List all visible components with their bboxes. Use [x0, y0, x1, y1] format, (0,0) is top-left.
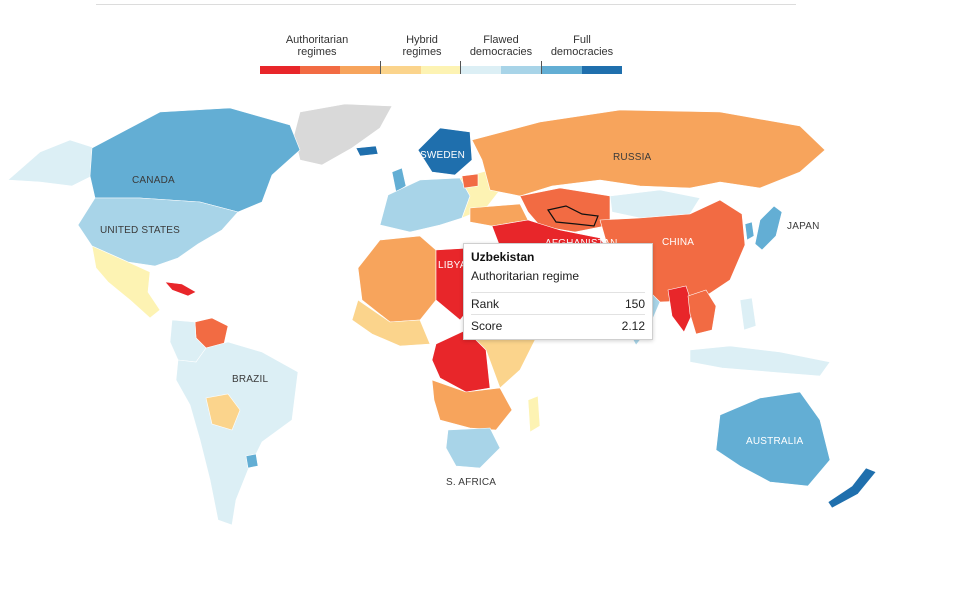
legend-divider — [380, 61, 381, 74]
label-australia: AUSTRALIA — [746, 436, 804, 447]
legend-swatch — [420, 66, 462, 74]
country-western-europe[interactable] — [379, 177, 471, 233]
label-libya: LIBYA — [438, 260, 467, 271]
legend-swatch — [300, 66, 341, 74]
country-southern-africa[interactable] — [431, 379, 513, 431]
country-japan[interactable] — [754, 205, 783, 251]
legend-color-scale — [260, 66, 622, 74]
country-mexico[interactable] — [91, 245, 161, 319]
country-indonesia[interactable] — [689, 345, 831, 377]
country-korea[interactable] — [744, 221, 755, 241]
country-iceland[interactable] — [355, 145, 379, 157]
country-tooltip: Uzbekistan Authoritarian regime Rank 150… — [463, 243, 653, 340]
country-mongolia[interactable] — [609, 189, 701, 219]
legend-swatch — [260, 66, 301, 74]
legend-divider — [460, 61, 461, 74]
country-belarus[interactable] — [461, 173, 479, 189]
country-greenland[interactable] — [293, 103, 393, 166]
country-south-africa[interactable] — [445, 427, 501, 469]
legend-swatch — [380, 66, 421, 74]
tooltip-rank-label: Rank — [471, 297, 500, 311]
country-cuba[interactable] — [164, 281, 197, 297]
label-canada: CANADA — [132, 175, 175, 186]
label-china: CHINA — [662, 237, 694, 248]
label-japan: JAPAN — [787, 221, 820, 232]
country-russia[interactable] — [471, 109, 826, 197]
country-uzbekistan[interactable] — [547, 205, 599, 227]
country-uk[interactable] — [391, 167, 407, 193]
country-new-zealand[interactable] — [827, 467, 877, 509]
legend-swatch — [340, 66, 381, 74]
legend-label-authoritarian: Authoritarian regimes — [285, 34, 349, 58]
legend-swatch — [461, 66, 502, 74]
legend-label-full: Full democracies — [550, 34, 614, 58]
country-australia[interactable] — [715, 391, 831, 487]
legend: Authoritarian regimes Hybrid regimes Fla… — [260, 32, 622, 74]
tooltip-score-label: Score — [471, 319, 503, 333]
tooltip-score-row: Score 2.12 — [471, 314, 645, 335]
top-divider — [96, 4, 796, 5]
legend-swatch — [581, 66, 622, 74]
country-uruguay[interactable] — [245, 453, 259, 469]
country-myanmar[interactable] — [667, 285, 695, 333]
tooltip-rank-value: 150 — [624, 297, 645, 311]
country-scandinavia[interactable] — [417, 127, 473, 176]
legend-swatch — [501, 66, 542, 74]
country-united-states[interactable] — [77, 197, 239, 267]
legend-divider — [541, 61, 542, 74]
country-philippines[interactable] — [739, 297, 757, 331]
country-canada[interactable] — [89, 107, 301, 213]
legend-label-hybrid: Hybrid regimes — [402, 34, 442, 58]
tooltip-regime-type: Authoritarian regime — [471, 269, 580, 283]
legend-swatch — [541, 66, 582, 74]
tooltip-rank-row: Rank 150 — [471, 292, 645, 313]
country-alaska[interactable] — [7, 139, 96, 187]
label-russia: RUSSIA — [613, 152, 652, 163]
legend-label-flawed: Flawed democracies — [469, 34, 533, 58]
tooltip-score-value: 2.12 — [621, 319, 645, 333]
country-madagascar[interactable] — [527, 395, 541, 433]
country-bolivia[interactable] — [205, 393, 241, 431]
label-s-africa: S. AFRICA — [446, 477, 496, 488]
tooltip-country-name: Uzbekistan — [471, 250, 535, 264]
country-west-africa[interactable] — [351, 299, 431, 347]
country-south-america[interactable] — [175, 341, 299, 526]
label-united-states: UNITED STATES — [100, 225, 180, 236]
label-brazil: BRAZIL — [232, 374, 268, 385]
country-se-asia[interactable] — [687, 289, 717, 335]
label-sweden: SWEDEN — [420, 150, 465, 161]
